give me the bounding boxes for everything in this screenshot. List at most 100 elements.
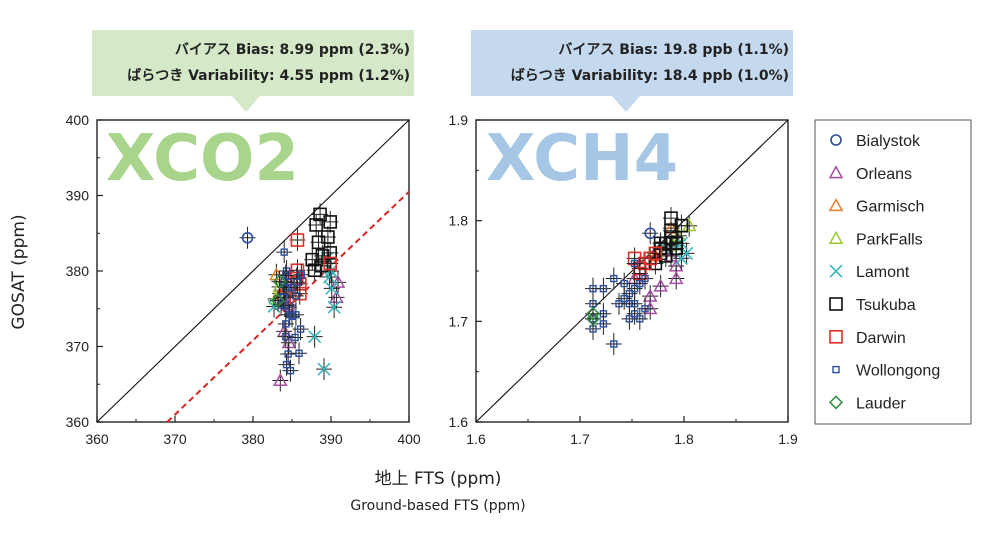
legend-label-tsukuba: Tsukuba bbox=[856, 297, 916, 314]
co2-fit-line bbox=[166, 191, 410, 423]
ch4-point-bialystok bbox=[644, 227, 657, 240]
ch4-point-wollongong bbox=[620, 294, 628, 303]
co2-x-tick-label: 390 bbox=[319, 431, 343, 447]
co2-point-wollongong bbox=[288, 283, 296, 292]
co2-plot-panel: XCO2 360 370 380 390 400 360 370 380 390 400 bbox=[66, 112, 421, 447]
ch4-point-wollongong bbox=[641, 274, 649, 283]
co2-point-darwin bbox=[290, 233, 305, 247]
legend-marker-lamont bbox=[829, 264, 843, 278]
co2-point-wollongong bbox=[293, 278, 302, 287]
x-axis-label-english: Ground-based FTS (ppm) bbox=[350, 498, 525, 514]
legend-marker-garmisch bbox=[828, 198, 844, 212]
legend-label-wollongong: Wollongong bbox=[856, 363, 940, 380]
ch4-point-lauder bbox=[585, 306, 601, 321]
co2-point-orleans bbox=[329, 289, 344, 303]
legend-label-parkfalls: ParkFalls bbox=[856, 231, 923, 248]
co2-point-tsukuba bbox=[314, 258, 329, 273]
co2-point-wollongong bbox=[286, 366, 295, 375]
co2-point-wollongong bbox=[295, 349, 303, 357]
ch4-y-tick-label: 1.9 bbox=[449, 112, 469, 128]
legend-label-bialystok: Bialystok bbox=[856, 133, 921, 150]
co2-point-wollongong bbox=[292, 311, 300, 319]
co2-point-tsukuba bbox=[309, 218, 323, 232]
ch4-point-wollongong bbox=[636, 279, 644, 288]
y-axis-label: GOSAT (ppm) bbox=[9, 214, 29, 329]
co2-callout-bias: バイアス Bias: 8.99 ppm (2.3%) bbox=[175, 42, 410, 58]
ch4-y-tick-label: 1.6 bbox=[449, 414, 469, 430]
co2-point-wollongong bbox=[284, 350, 292, 358]
ch4-point-parkfalls bbox=[681, 218, 697, 232]
co2-point-lamont bbox=[325, 281, 339, 295]
ch4-callout-bubble bbox=[471, 30, 793, 112]
ch4-x-tick-label: 1.7 bbox=[570, 431, 590, 447]
co2-point-lamont bbox=[317, 362, 331, 376]
co2-point-bialystok bbox=[241, 231, 254, 244]
legend-marker-darwin bbox=[829, 329, 843, 344]
ch4-point-tsukuba bbox=[653, 241, 668, 256]
co2-point-wollongong bbox=[282, 360, 291, 369]
ch4-point-darwin bbox=[648, 246, 663, 261]
co2-point-lauder bbox=[272, 274, 287, 289]
legend-marker-orleans bbox=[828, 165, 844, 179]
co2-point-wollongong bbox=[288, 312, 296, 320]
co2-point-tsukuba bbox=[307, 263, 322, 278]
ch4-x-tick-label: 1.8 bbox=[674, 431, 694, 447]
ch4-plot-panel: XCH4 1.6 1.7 1.8 1.9 1.6 1.7 1.8 1.9 bbox=[449, 112, 798, 447]
co2-x-tick-label: 400 bbox=[397, 431, 421, 447]
ch4-point-wollongong bbox=[599, 284, 608, 293]
co2-y-tick-label: 400 bbox=[66, 112, 90, 128]
legend-marker-wollongong bbox=[832, 365, 840, 374]
co2-one-to-one-line bbox=[96, 119, 410, 423]
ch4-point-wollongong bbox=[630, 300, 639, 308]
co2-point-lauder bbox=[270, 293, 286, 308]
ch4-point-wollongong bbox=[630, 284, 639, 293]
co2-point-wollongong bbox=[291, 333, 299, 342]
legend-label-lauder: Lauder bbox=[856, 395, 906, 412]
co2-point-tsukuba bbox=[315, 249, 330, 263]
ch4-callout: バイアス Bias: 19.8 ppb (1.1%) ばらつき Variabil… bbox=[471, 30, 793, 112]
co2-point-wollongong bbox=[292, 292, 300, 300]
ch4-point-wollongong bbox=[620, 279, 628, 288]
co2-y-tick-label: 360 bbox=[66, 414, 90, 430]
ch4-y-tick-label: 1.7 bbox=[449, 313, 469, 329]
ch4-y-tick-label: 1.8 bbox=[449, 213, 469, 229]
legend-label-garmisch: Garmisch bbox=[856, 199, 924, 216]
ch4-chart-title: XCH4 bbox=[486, 122, 678, 196]
legend-marker-lauder bbox=[828, 395, 844, 410]
ch4-point-orleans bbox=[653, 278, 668, 292]
ch4-x-tick-label: 1.6 bbox=[466, 431, 486, 447]
ch4-point-tsukuba bbox=[674, 218, 689, 233]
co2-callout-variability: ばらつき Variability: 4.55 ppm (1.2%) bbox=[127, 68, 410, 84]
ch4-callout-bias: バイアス Bias: 19.8 ppb (1.1%) bbox=[558, 42, 789, 58]
ch4-point-wollongong bbox=[610, 274, 618, 283]
co2-callout: バイアス Bias: 8.99 ppm (2.3%) ばらつき Variabil… bbox=[92, 30, 414, 112]
co2-point-lamont bbox=[327, 300, 341, 314]
co2-point-tsukuba bbox=[323, 215, 338, 229]
ch4-point-wollongong bbox=[610, 340, 618, 348]
legend: Bialystok Orleans Garmisch ParkFalls Lamont T… bbox=[814, 119, 972, 425]
ch4-callout-variability: ばらつき Variability: 18.4 ppb (1.0%) bbox=[511, 68, 789, 84]
ch4-point-wollongong bbox=[625, 315, 634, 323]
co2-chart-title: XCO2 bbox=[106, 122, 299, 196]
ch4-point-wollongong bbox=[599, 320, 608, 328]
co2-point-orleans bbox=[273, 372, 288, 387]
co2-point-wollongong bbox=[297, 271, 306, 279]
co2-x-tick-label: 360 bbox=[85, 431, 109, 447]
ch4-point-orleans bbox=[642, 301, 658, 315]
legend-marker-parkfalls bbox=[828, 230, 844, 244]
legend-marker-bialystok bbox=[830, 134, 842, 146]
co2-point-tsukuba bbox=[313, 207, 327, 222]
co2-point-wollongong bbox=[296, 325, 305, 333]
ch4-point-orleans bbox=[668, 271, 684, 285]
x-axis-label-japanese: 地上 FTS (ppm) bbox=[375, 469, 502, 489]
co2-y-tick-label: 390 bbox=[66, 188, 90, 204]
legend-label-lamont: Lamont bbox=[856, 264, 910, 281]
co2-point-wollongong bbox=[281, 302, 289, 310]
co2-x-tick-label: 370 bbox=[163, 431, 187, 447]
co2-callout-bubble bbox=[92, 30, 414, 112]
co2-point-darwin bbox=[289, 271, 304, 286]
ch4-one-to-one-line bbox=[475, 119, 789, 423]
legend-label-darwin: Darwin bbox=[856, 330, 906, 347]
legend-label-orleans: Orleans bbox=[856, 166, 912, 183]
